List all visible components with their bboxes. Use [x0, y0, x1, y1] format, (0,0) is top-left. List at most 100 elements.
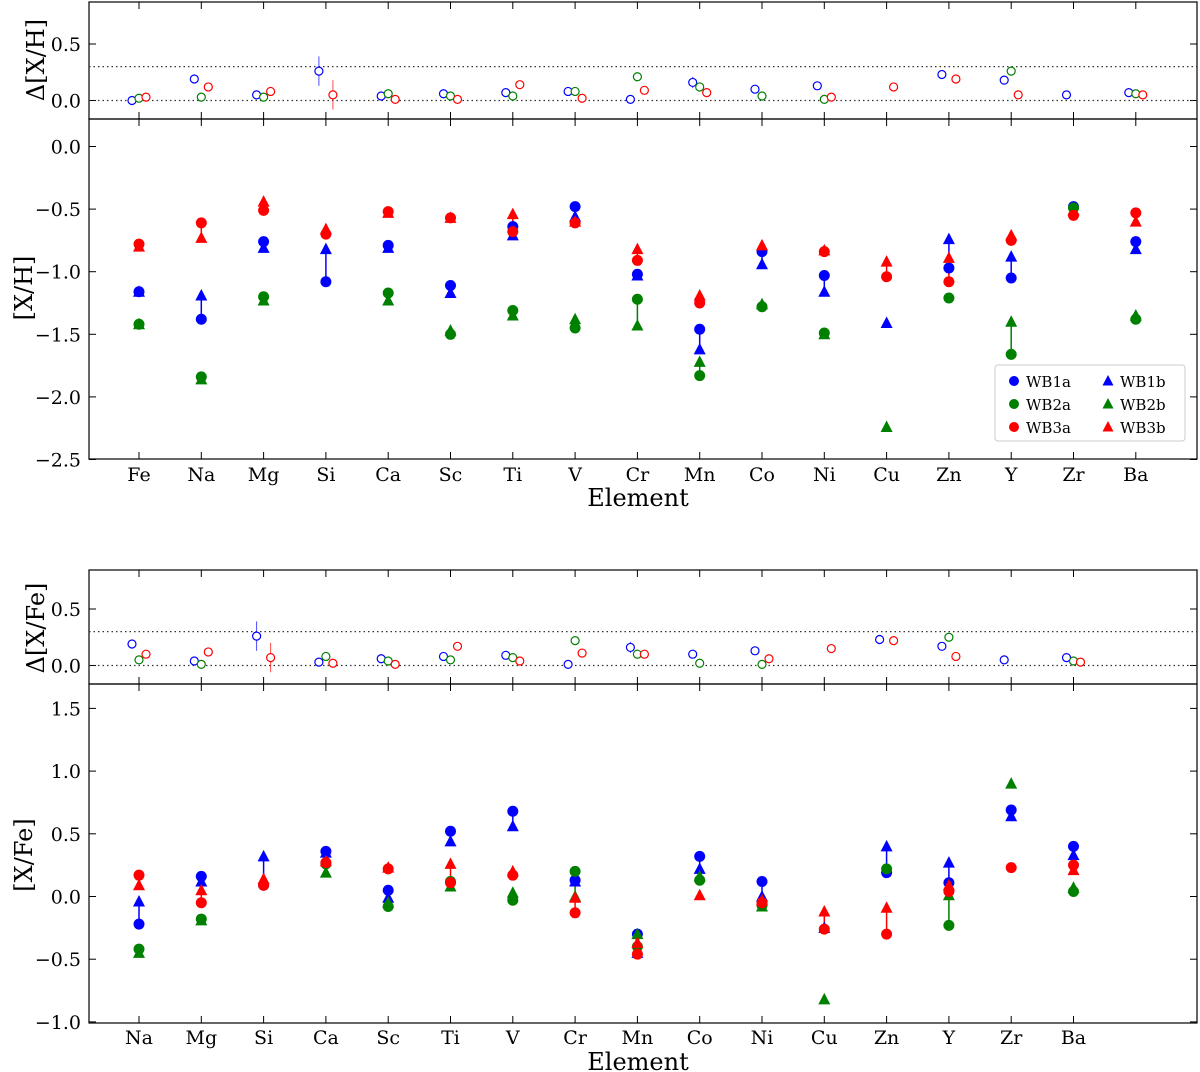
x-tick-label: V	[505, 1027, 520, 1049]
wb1b-point	[133, 285, 145, 297]
delta_XH-frame	[88, 1, 1198, 120]
x-tick-label: Cu	[873, 464, 900, 486]
wb2-delta-point	[196, 659, 206, 669]
x-tick-label: Zn	[936, 464, 961, 486]
wb1a-point	[507, 805, 519, 817]
wb1-delta-point	[874, 634, 885, 645]
wb3b-point	[506, 207, 519, 220]
wb3a-point	[881, 271, 893, 283]
wb3b-point	[257, 195, 270, 207]
wb1-delta-point	[625, 642, 636, 653]
legend-item-wb1a: WB1a	[1009, 373, 1071, 391]
wb2b-point	[195, 372, 208, 385]
x-tick-label: Ca	[313, 1027, 339, 1049]
x-tick-label: Cr	[563, 1027, 588, 1049]
wb1b-point	[693, 862, 706, 874]
y-tick-label: −1.0	[35, 262, 81, 284]
y-tick-label: 0.0	[51, 656, 81, 678]
wb1a-point	[569, 201, 581, 213]
wb1a-point	[133, 918, 145, 930]
wb3b-point	[942, 878, 955, 891]
wb3b-point	[195, 231, 208, 243]
wb2-delta-point	[570, 86, 580, 97]
x-tick-label: Cr	[626, 464, 651, 486]
wb2b-point	[1005, 315, 1018, 327]
XFe-panel: 1.5 1.0 0.5 0.0 −0.5 −1.0 Na Mg Si Ca Sc Ti V Cr Mn Co N…	[35, 683, 1198, 1049]
x-tick-label: Fe	[127, 464, 150, 486]
wb1b-point	[506, 819, 519, 832]
wb2a-point	[694, 370, 706, 382]
wb1-delta-point	[127, 639, 137, 649]
wb3b-point	[1005, 228, 1018, 241]
wb3a-point	[631, 254, 643, 266]
wb2b-point	[569, 312, 582, 325]
wb3b-point	[818, 243, 831, 256]
wb2-delta-point	[632, 72, 643, 82]
XH-panel: 0.0 −0.5 −1.0 −1.5 −2.0 −2.5 Fe Na Mg Si Ca Sc Ti V Cr…	[35, 118, 1198, 486]
wb2b-point	[257, 293, 270, 306]
x-tick-label: Zr	[1000, 1027, 1023, 1049]
wb3-delta-point	[266, 652, 276, 663]
wb3-delta-point	[452, 94, 463, 104]
wb1b-point	[880, 316, 893, 329]
wb3b-point	[693, 288, 706, 301]
wb2-delta-point	[134, 655, 144, 665]
wb3a-point	[133, 869, 145, 881]
wb3-delta-point	[577, 648, 587, 658]
x-tick-label: Ti	[503, 464, 522, 486]
wb2a-point	[881, 863, 893, 875]
wb1b-point	[631, 268, 644, 281]
wb2a-point	[569, 865, 581, 877]
y-tick-label: 1.0	[51, 761, 81, 783]
wb2-delta-point	[508, 91, 518, 101]
bottom-xlabel: Element	[587, 1048, 689, 1072]
x-tick-label: Si	[254, 1027, 273, 1049]
wb3b-point	[1129, 215, 1142, 227]
XFe-frame	[88, 683, 1198, 1024]
delta_XFe-frame	[88, 569, 1198, 685]
wb1a-point	[694, 850, 706, 862]
wb1a-point	[445, 825, 456, 837]
wb3-delta-point	[826, 643, 836, 654]
wb2-delta-point	[695, 658, 705, 668]
top-xlabel: Element	[587, 484, 689, 512]
wb3b-point	[319, 854, 332, 867]
wb3a-point	[195, 217, 207, 229]
y-tick-label: 0.5	[51, 34, 81, 56]
delta-xh-ylabel: Δ[X/H]	[22, 19, 50, 101]
wb3b-point	[756, 238, 768, 251]
wb3-delta-point	[1075, 657, 1086, 667]
wb3-delta-point	[1138, 90, 1148, 100]
legend-circle-marker	[1009, 422, 1019, 432]
wb3a-point	[631, 948, 643, 960]
wb2-delta-point	[196, 92, 206, 102]
legend: WB1a WB1b WB2a WB2b WB3a WB3b	[994, 364, 1186, 442]
wb1b-point	[942, 232, 955, 245]
y-tick-label: 0.5	[51, 824, 81, 846]
wb3-delta-point	[203, 82, 213, 92]
wb3-delta-point	[515, 80, 525, 90]
wb3b-point	[880, 255, 893, 267]
wb1a-point	[445, 279, 456, 291]
wb1-delta-point	[688, 649, 698, 659]
wb3-delta-point	[141, 92, 151, 102]
x-tick-label: Sc	[439, 464, 463, 486]
wb2b-point	[631, 319, 644, 331]
wb3b-point	[133, 878, 145, 891]
wb2b-point	[1005, 777, 1018, 789]
wb2-delta-point	[321, 651, 331, 662]
wb1b-point	[195, 288, 208, 301]
x-tick-label: Mg	[185, 1027, 217, 1049]
wb1-delta-point	[937, 69, 947, 80]
y-tick-label: 1.5	[51, 698, 81, 720]
wb2b-point	[382, 293, 395, 306]
wb3b-point	[631, 242, 644, 255]
wb3b-point	[319, 222, 332, 235]
wb2a-point	[382, 287, 394, 299]
wb3-delta-point	[515, 656, 525, 666]
wb1b-point	[257, 241, 270, 253]
wb2b-point	[382, 896, 395, 908]
xh-ylabel: [X/H]	[10, 256, 38, 321]
x-tick-label: V	[567, 464, 582, 486]
